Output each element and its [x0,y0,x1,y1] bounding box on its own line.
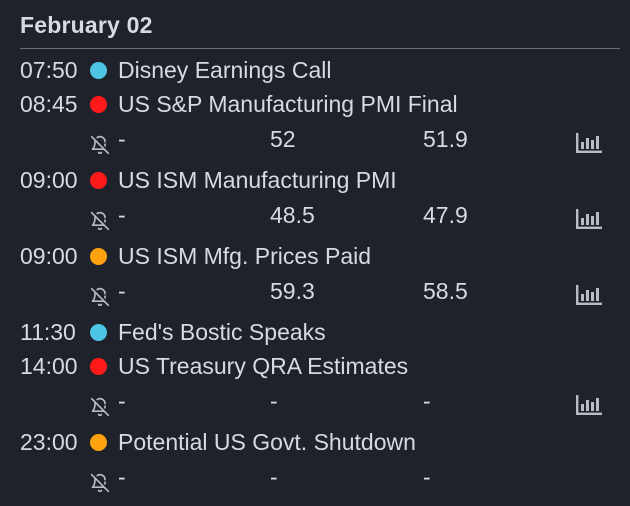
event-row[interactable]: 11:30 Fed's Bostic Speaks [0,315,630,349]
forecast-value: 52 [270,126,296,152]
impact-dot-low [90,324,107,341]
bell-off-icon[interactable] [90,205,110,231]
forecast-value: - [270,464,278,490]
events-list: 07:50 Disney Earnings Call 08:45 US S&P Man… [0,53,630,501]
event-title[interactable]: US ISM Manufacturing PMI [118,167,397,193]
bar-chart-icon[interactable] [576,280,602,305]
event-row[interactable]: 09:00 US ISM Manufacturing PMI [0,163,630,197]
event-data-row: - 48.5 47.9 [0,197,630,239]
event-title[interactable]: US ISM Mfg. Prices Paid [118,243,372,269]
header-divider [20,48,620,49]
forecast-value: 59.3 [270,278,315,304]
bell-off-icon[interactable] [90,391,110,417]
event-row[interactable]: 08:45 US S&P Manufacturing PMI Final [0,87,630,121]
actual-value: - [118,278,126,304]
event-data-row: --- [0,383,630,425]
event-data-row: - 59.3 58.5 [0,273,630,315]
impact-dot-medium [90,248,107,265]
event-data-row: --- [0,459,630,501]
bell-off-icon[interactable] [90,129,110,155]
event-title[interactable]: Fed's Bostic Speaks [118,319,326,345]
event-row[interactable]: 07:50 Disney Earnings Call [0,53,630,87]
event-title[interactable]: Potential US Govt. Shutdown [118,429,416,455]
event-title[interactable]: Disney Earnings Call [118,57,332,83]
bar-chart-icon[interactable] [576,390,602,415]
event-time: 09:00 [20,167,78,193]
event-title[interactable]: US S&P Manufacturing PMI Final [118,91,458,117]
event-row[interactable]: 14:00 US Treasury QRA Estimates [0,349,630,383]
previous-value: 47.9 [423,202,468,228]
bell-off-icon[interactable] [90,467,110,493]
event-row[interactable]: 09:00 US ISM Mfg. Prices Paid [0,239,630,273]
event-time: 11:30 [20,319,76,345]
bar-chart-icon[interactable] [576,204,602,229]
previous-value: 51.9 [423,126,468,152]
previous-value: - [423,464,431,490]
previous-value: 58.5 [423,278,468,304]
event-time: 07:50 [20,57,78,83]
forecast-value: - [270,388,278,414]
impact-dot-high [90,358,107,375]
impact-dot-medium [90,434,107,451]
event-time: 08:45 [20,91,78,117]
actual-value: - [118,388,126,414]
event-data-row: - 52 51.9 [0,121,630,163]
actual-value: - [118,202,126,228]
impact-dot-high [90,172,107,189]
previous-value: - [423,388,431,414]
impact-dot-high [90,96,107,113]
date-header: February 02 [20,12,153,38]
event-title[interactable]: US Treasury QRA Estimates [118,353,409,379]
event-time: 23:00 [20,429,78,455]
impact-dot-low [90,62,107,79]
actual-value: - [118,464,126,490]
bar-chart-icon[interactable] [576,128,602,153]
event-row[interactable]: 23:00 Potential US Govt. Shutdown [0,425,630,459]
event-time: 09:00 [20,243,78,269]
forecast-value: 48.5 [270,202,315,228]
bell-off-icon[interactable] [90,281,110,307]
actual-value: - [118,126,126,152]
event-time: 14:00 [20,353,78,379]
